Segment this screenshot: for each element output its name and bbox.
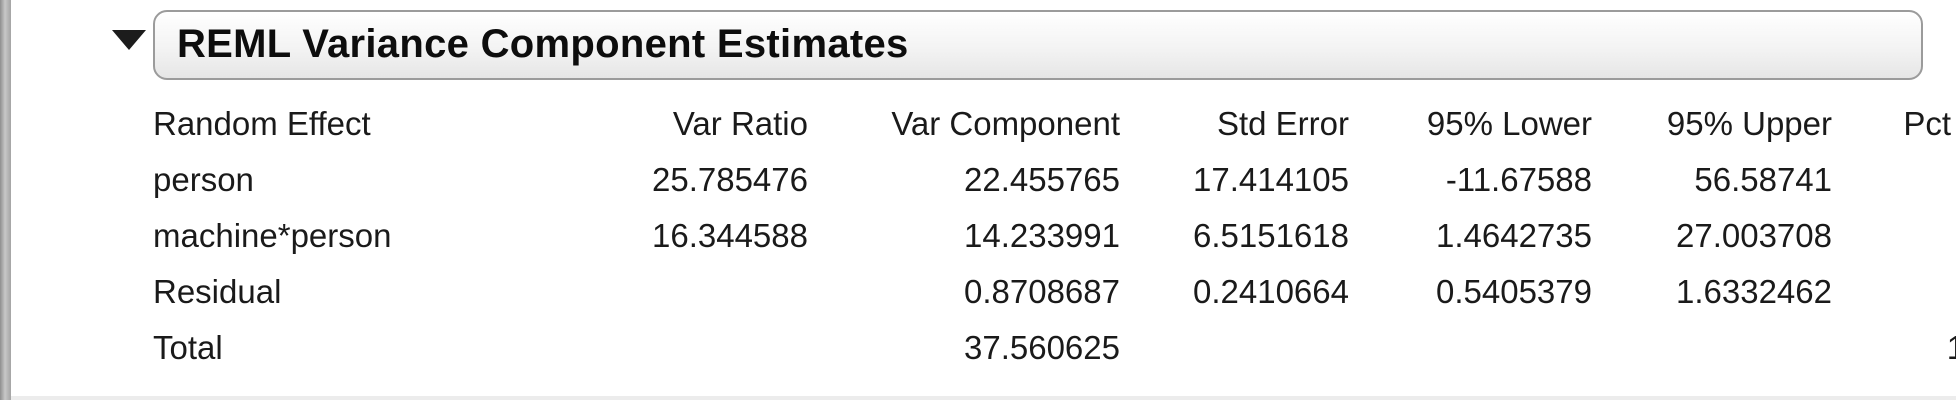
table-cell: 25.785476 [652, 161, 808, 198]
table-cell: Residual [153, 273, 282, 310]
table-cell [486, 320, 808, 376]
column-header: Std Error [1216, 105, 1349, 142]
table-cell: person [153, 161, 254, 198]
table-cell: Total [153, 329, 223, 366]
table-cell: 6.5151618 [1193, 217, 1349, 254]
triangle-down-icon[interactable] [112, 30, 146, 50]
table-cell: 0.5405379 [1436, 273, 1592, 310]
column-header: Var Component [891, 105, 1120, 142]
table-cell: 14.233991 [964, 217, 1120, 254]
table-cell: 16.344588 [652, 217, 808, 254]
table-cell: 27.003708 [1676, 217, 1832, 254]
outline-rail [0, 0, 11, 400]
column-header: Random Effect [153, 105, 371, 142]
table-cell: 1.4642735 [1436, 217, 1592, 254]
outline-header[interactable]: REML Variance Component Estimates [153, 10, 1923, 80]
table-cell: 22.455765 [964, 161, 1120, 198]
table-cell: 37.560625 [964, 329, 1120, 366]
table-cell [486, 264, 808, 320]
table-cell: 0.2410664 [1193, 273, 1349, 310]
table-cell: 0.8708687 [964, 273, 1120, 310]
table-cell: -11.67588 [1445, 161, 1592, 198]
table-cell: machine*person [153, 217, 392, 254]
table-cell: 17.414105 [1193, 161, 1349, 198]
table-cell: 59.785 [1832, 152, 1956, 208]
column-header: Pct of Total [1903, 105, 1956, 142]
outline-title: REML Variance Component Estimates [177, 22, 909, 66]
table-cell [1121, 320, 1349, 376]
table-cell: 1.6332462 [1676, 273, 1832, 310]
table-cell: 37.896 [1832, 208, 1956, 264]
variance-components-table: Random Effect Var Ratio Var Component St… [146, 96, 1956, 376]
column-header: 95% Lower [1426, 105, 1592, 142]
table-cell [1592, 320, 1832, 376]
column-header: Var Ratio [672, 105, 808, 142]
table-cell: 100.000 [1946, 329, 1956, 366]
table-cell [1349, 320, 1592, 376]
table-cell: 56.58741 [1694, 161, 1832, 198]
panel-bottom-edge [11, 396, 1956, 400]
table-cell: 2.319 [1832, 264, 1956, 320]
column-header: 95% Upper [1666, 105, 1832, 142]
